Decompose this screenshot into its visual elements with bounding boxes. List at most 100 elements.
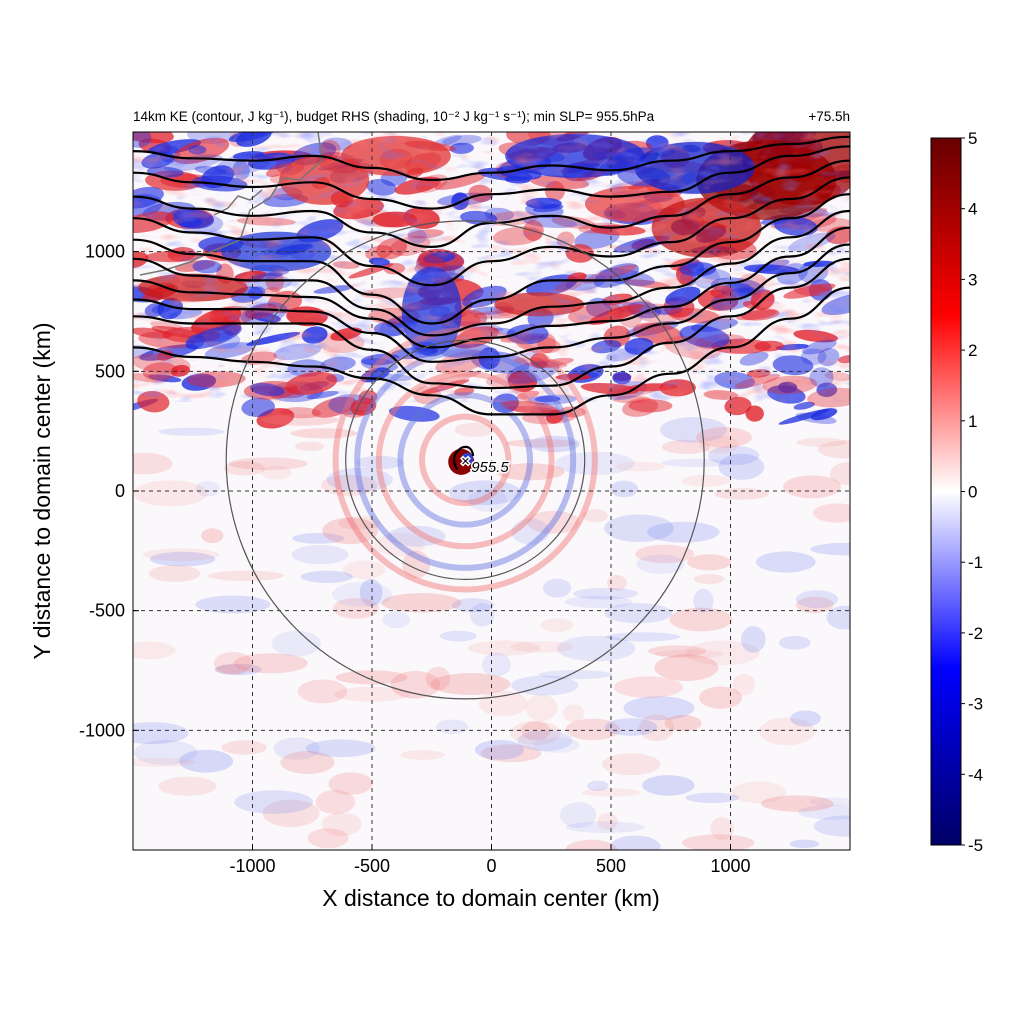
shading-cell	[741, 626, 766, 653]
shading-cell	[400, 750, 445, 760]
shading-cell	[271, 630, 321, 657]
shading-cell	[387, 525, 446, 547]
shading-cell	[315, 790, 356, 815]
shading-cell	[506, 439, 578, 448]
shading-cell	[381, 593, 462, 613]
shading-cell	[555, 451, 635, 475]
shading-cell	[538, 670, 613, 680]
shading-cell	[647, 521, 720, 543]
shading-cell	[435, 719, 469, 735]
range-ring	[225, 220, 705, 700]
storm-marker: × 955.5	[459, 451, 511, 477]
shading-cell	[732, 673, 756, 696]
coastline	[139, 132, 323, 276]
shading-cell	[581, 788, 642, 797]
shading-cell	[628, 399, 673, 413]
coastline-segment	[213, 189, 263, 216]
shading-cell	[681, 834, 755, 850]
shading-cell	[710, 817, 734, 841]
shading-cell	[761, 795, 834, 812]
shading-cell	[638, 714, 675, 742]
colorbar-tick-label: -4	[968, 765, 983, 784]
colorbar-tick-label: -3	[968, 695, 983, 714]
min-slp-label: 955.5	[471, 459, 509, 476]
shading-cell	[615, 461, 666, 472]
shading-cell	[343, 408, 365, 418]
shading-cell	[573, 587, 639, 600]
ke-contour	[133, 176, 850, 287]
ke-contour	[133, 226, 850, 349]
shading-cell	[449, 480, 522, 506]
shading-cell	[563, 704, 585, 722]
range-ring	[345, 339, 586, 580]
shading-cell	[635, 544, 695, 564]
shading-cell	[326, 467, 393, 492]
shading-cell	[342, 560, 386, 580]
shading-cell	[461, 452, 474, 465]
shading-cell	[817, 440, 850, 459]
shading-cell	[826, 605, 850, 630]
shading-cell	[134, 739, 198, 766]
y-axis-ticks: -1000 -500 0 500 1000	[79, 242, 139, 740]
shading-cell	[556, 635, 636, 662]
shading-cell	[307, 828, 349, 849]
shading-cell	[810, 542, 850, 556]
shading-cell	[148, 565, 201, 582]
shading-cell	[388, 405, 440, 422]
shading-cell	[158, 776, 217, 796]
shading-cell	[542, 578, 572, 598]
shading-cell	[468, 488, 508, 512]
shading-cell	[321, 812, 362, 836]
shading-cell	[290, 428, 358, 439]
shading-cell	[300, 570, 353, 583]
shading-cell	[829, 462, 850, 486]
shading-cell	[482, 652, 511, 677]
shading-cell	[280, 407, 321, 419]
shading-cell	[661, 439, 711, 454]
shading-cell	[478, 690, 528, 717]
shading-cell	[795, 596, 834, 614]
shading-cell	[660, 417, 727, 443]
shading-cell	[654, 654, 719, 681]
shading-cell	[582, 509, 608, 523]
shading-cell	[510, 641, 574, 653]
shading-cell	[756, 551, 816, 573]
x-axis-label: X distance to domain center (km)	[322, 885, 659, 911]
shading-cell	[622, 397, 659, 417]
x-tick-label: 1000	[710, 856, 750, 876]
shading-cell	[223, 461, 266, 476]
shading-cell	[565, 839, 618, 850]
shading-cell	[558, 406, 586, 418]
shading-cell	[273, 737, 321, 760]
plot-area: × 955.5	[133, 132, 850, 850]
shading-cell	[605, 632, 681, 642]
shading-cell	[201, 528, 224, 544]
ke-contour	[133, 257, 850, 390]
shading-cell	[359, 578, 383, 607]
shading-cell	[454, 422, 495, 437]
x-tick-label: -500	[354, 856, 390, 876]
shading-cell	[745, 405, 764, 422]
shading-cell	[708, 445, 760, 466]
shading-cell	[685, 792, 740, 803]
shading-cell	[795, 590, 839, 609]
shading-cell	[241, 397, 275, 417]
shading-cell	[813, 503, 850, 523]
x-axis-ticks: -1000 -500 0 500 1000	[229, 844, 751, 876]
shading-cell	[356, 455, 404, 470]
shading-cell	[332, 598, 380, 619]
shading-cell	[510, 720, 561, 746]
ke-contour	[133, 286, 850, 416]
shading-cell	[260, 465, 292, 480]
shading-cell	[529, 435, 580, 453]
shading-cell	[280, 751, 335, 774]
y-axis-label: Y distance to domain center (km)	[29, 322, 55, 659]
colorbar-tick-label: -2	[968, 624, 983, 643]
shading-cell	[783, 475, 841, 499]
shading-cell	[698, 435, 740, 454]
shading-cell	[195, 481, 220, 497]
shading-cell	[789, 839, 820, 848]
shading-cell	[234, 790, 313, 814]
chart-title: 14km KE (contour, J kg⁻¹), budget RHS (s…	[133, 109, 655, 124]
shading-cell	[790, 710, 821, 727]
